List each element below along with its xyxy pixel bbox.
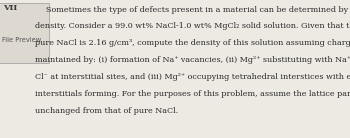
FancyBboxPatch shape bbox=[0, 3, 49, 63]
Text: density. Consider a 99.0 wt% NaCl-1.0 wt% MgCl₂ solid solution. Given that the d: density. Consider a 99.0 wt% NaCl-1.0 wt… bbox=[35, 22, 350, 30]
Text: unchanged from that of pure NaCl.: unchanged from that of pure NaCl. bbox=[35, 107, 178, 115]
Text: pure NaCl is 2.16 g/cm³, compute the density of this solution assuming charge ba: pure NaCl is 2.16 g/cm³, compute the den… bbox=[35, 39, 350, 47]
Text: File Preview: File Preview bbox=[2, 37, 42, 43]
Text: maintained by: (i) formation of Na⁺ vacancies, (ii) Mg²⁺ substituting with Na⁺ a: maintained by: (i) formation of Na⁺ vaca… bbox=[35, 56, 350, 64]
Text: Sometimes the type of defects present in a material can be determined by measuri: Sometimes the type of defects present in… bbox=[46, 6, 350, 14]
Text: interstitials forming. For the purposes of this problem, assume the lattice para: interstitials forming. For the purposes … bbox=[35, 90, 350, 98]
Text: Cl⁻ at interstitial sites, and (iii) Mg²⁺ occupying tetrahedral interstices with: Cl⁻ at interstitial sites, and (iii) Mg²… bbox=[35, 73, 350, 81]
Text: VII: VII bbox=[4, 4, 18, 12]
